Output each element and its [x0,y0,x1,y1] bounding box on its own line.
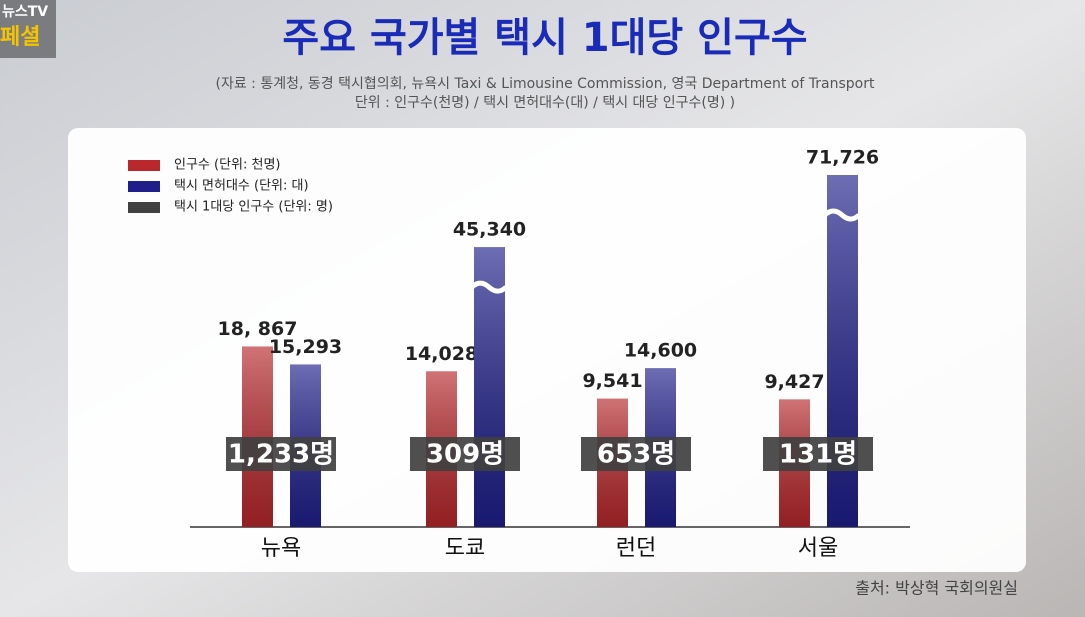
legend-swatch [128,202,160,213]
source: 출처: 박상혁 국회의원실 [855,579,1018,598]
per-taxi-label: 653명 [597,440,675,470]
per-taxi-label: 131명 [779,440,857,470]
per-taxi-label: 1,233명 [228,440,334,470]
value-label: 9,427 [764,371,824,393]
per-taxi-box [763,437,873,471]
value-label: 14,028 [405,343,478,365]
bar-shade [827,175,858,527]
legend-label: 택시 면허대수 (단위: 대) [174,179,309,194]
legend-label: 택시 1대당 인구수 (단위: 명) [174,200,333,215]
bar-shade [474,247,505,527]
subtitle: 단위 : 인구수(천명) / 택시 면허대수(대) / 택시 대당 인구수(명)… [355,95,735,111]
per-taxi-box [410,437,520,471]
per-taxi-label: 309명 [426,440,504,470]
panel [68,128,1026,572]
value-label: 9,541 [582,370,642,392]
legend-label: 인구수 (단위: 천명) [174,158,281,173]
value-label: 18, 867 [218,318,298,340]
legend-swatch [128,181,160,192]
channel-logo: 뉴스TV [2,4,48,20]
program-logo: 페셜 [0,25,40,50]
bar-shade [242,346,273,527]
x-tick-label: 서울 [798,536,838,561]
axis-break [470,280,508,294]
chart-title: 주요 국가별 택시 1대당 인구수 [282,15,807,61]
value-label: 15,293 [269,336,342,358]
x-tick-label: 런던 [616,536,656,561]
value-label: 14,600 [624,340,697,362]
value-label: 45,340 [453,219,526,241]
x-tick-label: 뉴욕 [261,536,301,561]
logo-box [0,0,56,58]
per-taxi-box [226,437,336,471]
x-tick-label: 도쿄 [445,536,485,561]
per-taxi-box [581,437,691,471]
legend-swatch [128,160,160,171]
value-label: 71,726 [806,147,879,169]
subtitle: (자료 : 통계청, 동경 택시협의회, 뉴욕시 Taxi & Limousin… [215,76,875,92]
axis-break [823,208,861,222]
